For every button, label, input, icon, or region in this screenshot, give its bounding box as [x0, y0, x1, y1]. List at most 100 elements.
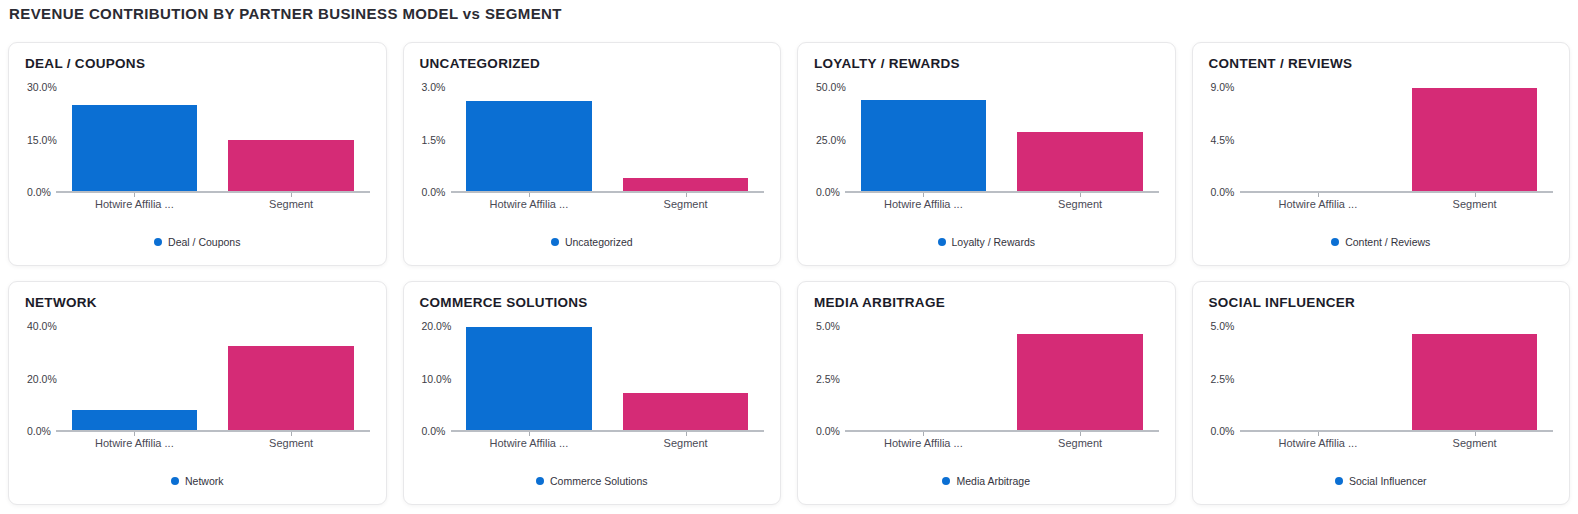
legend-label: Uncategorized: [565, 236, 633, 248]
bar-chart-plot: 30.0% 15.0% 0.0%: [25, 87, 370, 192]
x-axis-line: [451, 430, 765, 432]
x-axis-label-segment: Segment: [1002, 198, 1159, 210]
y-axis-tick-label-max: 3.0%: [422, 81, 446, 93]
bar-chart-plot: 20.0% 10.0% 0.0%: [420, 326, 765, 431]
legend-dot-icon: [1335, 477, 1343, 485]
legend[interactable]: Commerce Solutions: [420, 475, 765, 487]
x-axis-line: [845, 430, 1159, 432]
y-axis-tick-label-zero: 0.0%: [27, 425, 51, 437]
legend-dot-icon: [171, 477, 179, 485]
bar-chart-plot: 5.0% 2.5% 0.0%: [814, 326, 1159, 431]
x-axis-tick-partner: [923, 432, 924, 436]
page-title: REVENUE CONTRIBUTION BY PARTNER BUSINESS…: [9, 5, 1570, 22]
x-axis-label-partner: Hotwire Affilia ...: [1240, 198, 1397, 210]
x-axis-tick-partner: [134, 432, 135, 436]
legend-dot-icon: [154, 238, 162, 246]
bar-chart-plot: 5.0% 2.5% 0.0%: [1209, 326, 1554, 431]
chart-card: CONTENT / REVIEWS 9.0% 4.5% 0.0% Hotwire…: [1192, 42, 1571, 266]
chart-card: MEDIA ARBITRAGE 5.0% 2.5% 0.0% Hotwire A…: [797, 281, 1176, 505]
legend-dot-icon: [1331, 238, 1339, 246]
charts-grid: DEAL / COUPONS 30.0% 15.0% 0.0% Hotwire …: [8, 42, 1570, 505]
legend[interactable]: Social Influencer: [1209, 475, 1554, 487]
x-axis-label-partner: Hotwire Affilia ...: [845, 437, 1002, 449]
legend[interactable]: Deal / Coupons: [25, 236, 370, 248]
dashboard-page: REVENUE CONTRIBUTION BY PARTNER BUSINESS…: [0, 0, 1578, 505]
bar-chart-plot: 3.0% 1.5% 0.0%: [420, 87, 765, 192]
chart-title: MEDIA ARBITRAGE: [814, 294, 1159, 311]
x-axis-label-segment: Segment: [1002, 437, 1159, 449]
segment-bar[interactable]: [623, 178, 748, 192]
y-axis-tick-label-max: 5.0%: [1211, 320, 1235, 332]
segment-bar[interactable]: [1017, 132, 1142, 192]
plot-area: [1240, 326, 1554, 431]
legend-label: Media Arbitrage: [956, 475, 1030, 487]
legend-dot-icon: [938, 238, 946, 246]
x-axis-label-partner: Hotwire Affilia ...: [1240, 437, 1397, 449]
x-axis-tick-segment: [1080, 432, 1081, 436]
y-axis-tick-label-mid: 2.5%: [1211, 373, 1235, 385]
y-axis-tick-label-zero: 0.0%: [27, 186, 51, 198]
x-axis-line: [56, 191, 370, 193]
plot-area: [451, 326, 765, 431]
x-axis-line: [845, 191, 1159, 193]
chart-card: COMMERCE SOLUTIONS 20.0% 10.0% 0.0% Hotw…: [403, 281, 782, 505]
legend-dot-icon: [536, 477, 544, 485]
partner-bar[interactable]: [72, 105, 197, 193]
x-axis-tick-partner: [1318, 193, 1319, 197]
x-axis-tick-segment: [686, 193, 687, 197]
legend-label: Deal / Coupons: [168, 236, 240, 248]
chart-title: NETWORK: [25, 294, 370, 311]
legend[interactable]: Media Arbitrage: [814, 475, 1159, 487]
x-axis-line: [451, 191, 765, 193]
segment-bar[interactable]: [228, 140, 353, 193]
plot-area: [845, 326, 1159, 431]
partner-bar[interactable]: [466, 101, 591, 192]
y-axis-tick-label-max: 20.0%: [422, 320, 452, 332]
y-axis-tick-label-zero: 0.0%: [1211, 186, 1235, 198]
y-axis-tick-label-max: 40.0%: [27, 320, 57, 332]
x-axis-tick-segment: [1080, 193, 1081, 197]
x-axis-line: [56, 430, 370, 432]
chart-title: DEAL / COUPONS: [25, 55, 370, 72]
x-axis-tick-segment: [291, 432, 292, 436]
x-axis-label-partner: Hotwire Affilia ...: [451, 437, 608, 449]
partner-bar[interactable]: [466, 327, 591, 431]
legend[interactable]: Uncategorized: [420, 236, 765, 248]
legend-label: Network: [185, 475, 224, 487]
x-axis-label-partner: Hotwire Affilia ...: [451, 198, 608, 210]
segment-bar[interactable]: [228, 346, 353, 431]
bar-chart-plot: 9.0% 4.5% 0.0%: [1209, 87, 1554, 192]
chart-title: SOCIAL INFLUENCER: [1209, 294, 1554, 311]
x-axis-labels: Hotwire Affilia ... Segment: [56, 198, 370, 210]
legend[interactable]: Network: [25, 475, 370, 487]
y-axis-tick-label-zero: 0.0%: [816, 186, 840, 198]
x-axis-tick-partner: [1318, 432, 1319, 436]
x-axis-tick-partner: [923, 193, 924, 197]
x-axis-labels: Hotwire Affilia ... Segment: [451, 198, 765, 210]
plot-area: [56, 87, 370, 192]
segment-bar[interactable]: [623, 393, 748, 431]
legend-label: Content / Reviews: [1345, 236, 1430, 248]
y-axis-tick-label-zero: 0.0%: [1211, 425, 1235, 437]
x-axis-tick-partner: [529, 193, 530, 197]
legend[interactable]: Loyalty / Rewards: [814, 236, 1159, 248]
segment-bar[interactable]: [1412, 88, 1537, 192]
y-axis-tick-label-zero: 0.0%: [816, 425, 840, 437]
segment-bar[interactable]: [1017, 334, 1142, 431]
y-axis-tick-label-max: 5.0%: [816, 320, 840, 332]
x-axis-label-segment: Segment: [607, 437, 764, 449]
legend-label: Commerce Solutions: [550, 475, 647, 487]
plot-area: [845, 87, 1159, 192]
chart-card: LOYALTY / REWARDS 50.0% 25.0% 0.0% Hotwi…: [797, 42, 1176, 266]
x-axis-label-partner: Hotwire Affilia ...: [56, 437, 213, 449]
legend[interactable]: Content / Reviews: [1209, 236, 1554, 248]
x-axis-labels: Hotwire Affilia ... Segment: [845, 437, 1159, 449]
chart-title: LOYALTY / REWARDS: [814, 55, 1159, 72]
x-axis-labels: Hotwire Affilia ... Segment: [1240, 437, 1554, 449]
chart-card: UNCATEGORIZED 3.0% 1.5% 0.0% Hotwire Aff…: [403, 42, 782, 266]
plot-area: [56, 326, 370, 431]
partner-bar[interactable]: [861, 100, 986, 192]
y-axis-tick-label-max: 9.0%: [1211, 81, 1235, 93]
segment-bar[interactable]: [1412, 334, 1537, 431]
partner-bar[interactable]: [72, 410, 197, 431]
